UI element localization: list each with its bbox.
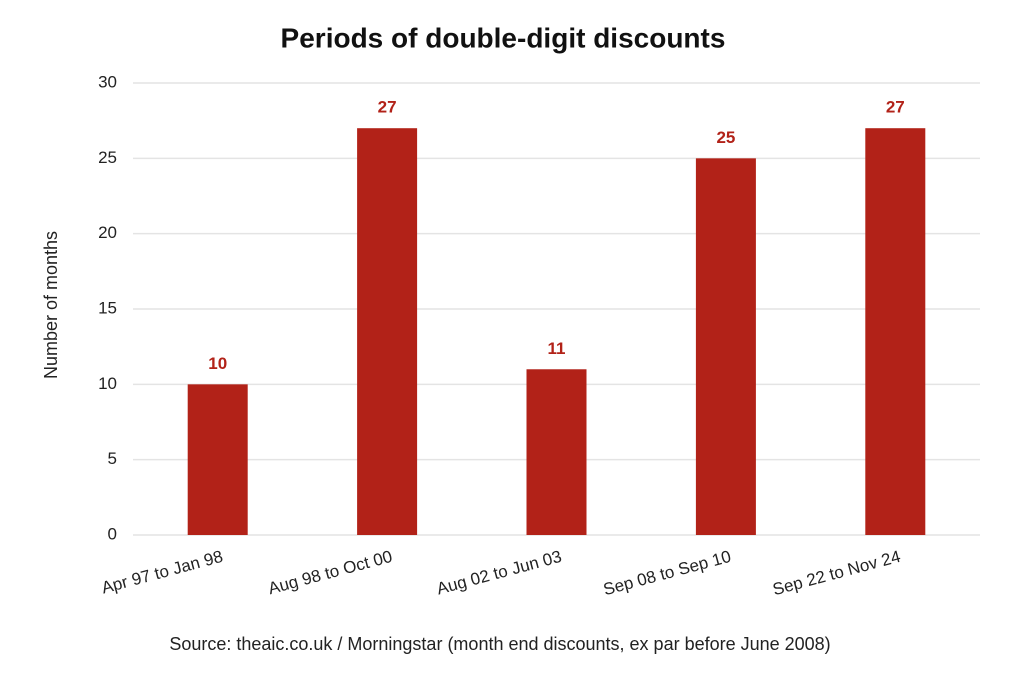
bar bbox=[695, 158, 756, 536]
chart-title: Periods of double-digit discounts bbox=[281, 22, 726, 53]
x-tick-label: Sep 22 to Nov 24 bbox=[771, 547, 903, 599]
y-tick-label: 0 bbox=[108, 524, 117, 543]
data-label: 27 bbox=[378, 98, 397, 117]
x-tick-label: Aug 98 to Oct 00 bbox=[266, 547, 394, 598]
y-tick-label: 30 bbox=[98, 72, 117, 91]
source-note: Source: theaic.co.uk / Morningstar (mont… bbox=[169, 634, 830, 654]
bar bbox=[187, 384, 248, 535]
y-tick-label: 15 bbox=[98, 298, 117, 317]
bar bbox=[526, 369, 587, 535]
y-tick-label: 5 bbox=[108, 449, 117, 468]
y-axis-label: Number of months bbox=[41, 231, 61, 379]
data-label: 10 bbox=[208, 354, 227, 373]
y-tick-label: 10 bbox=[98, 374, 117, 393]
data-label: 27 bbox=[886, 98, 905, 117]
data-label: 11 bbox=[548, 339, 566, 358]
bar bbox=[865, 128, 926, 535]
x-tick-label: Aug 02 to Jun 03 bbox=[435, 547, 564, 599]
x-tick-label: Apr 97 to Jan 98 bbox=[99, 547, 224, 598]
bar bbox=[357, 128, 418, 535]
y-tick-label: 25 bbox=[98, 148, 117, 167]
data-label: 25 bbox=[716, 128, 735, 147]
y-tick-label: 20 bbox=[98, 223, 117, 242]
x-tick-label: Sep 08 to Sep 10 bbox=[601, 547, 733, 599]
